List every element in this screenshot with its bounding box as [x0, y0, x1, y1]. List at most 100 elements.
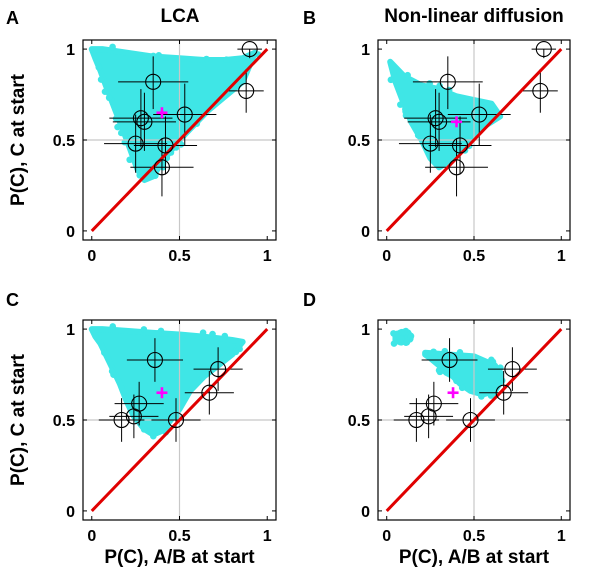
data-point: [176, 106, 193, 123]
data-point: [131, 395, 148, 412]
simulation-point: [109, 323, 117, 330]
data-point: [532, 82, 549, 99]
simulation-point: [458, 384, 466, 392]
data-point: [535, 41, 552, 58]
simulation-point: [97, 76, 105, 83]
y-tick-label: 0: [66, 504, 75, 521]
simulation-point: [403, 337, 411, 345]
panel-letter: C: [6, 290, 19, 310]
simulation-point: [159, 159, 167, 167]
simulation-point: [414, 131, 422, 139]
panel-c: 0 0.5 1 0 0.5 1 C P(C), C at start P(C), A/B at …: [6, 290, 277, 568]
data-point: [431, 113, 448, 130]
x-tick-label: 1: [557, 248, 566, 265]
x-tick-label: 1: [263, 528, 272, 545]
panel-title: Non-linear diffusion: [384, 6, 563, 27]
panel-a: 0 0.5 1 0 0.5 1 A LCA P(C), C at start: [6, 6, 277, 265]
simulation-cloud: [422, 349, 505, 398]
simulation-point: [140, 426, 148, 433]
data-point: [451, 137, 469, 154]
identity-line: [385, 48, 563, 232]
simulation-point: [109, 43, 116, 51]
simulation-point: [223, 56, 230, 64]
x-tick-label: 0: [382, 248, 391, 265]
simulation-point: [108, 367, 116, 375]
data-point: [495, 384, 512, 401]
simulation-point: [498, 377, 506, 384]
simulation-point: [407, 332, 415, 340]
simulation-point: [95, 63, 103, 71]
x-tick-label: 0: [87, 248, 96, 265]
simulation-point: [398, 339, 405, 346]
x-tick-label: 0: [87, 528, 96, 545]
simulation-point: [136, 171, 144, 179]
y-tick-label: 0: [361, 504, 370, 521]
y-tick-label: 0.5: [53, 413, 75, 430]
simulation-point: [390, 340, 398, 347]
data-point: [153, 159, 171, 176]
y-tick-label: 0.5: [53, 133, 75, 150]
data-point: [471, 106, 488, 123]
panel-title: LCA: [160, 6, 199, 27]
simulation-point: [114, 123, 121, 131]
simulation-point: [402, 112, 410, 119]
panel-b: 0 0.5 1 0 0.5 1 B Non-linear diffusion: [303, 6, 571, 265]
data-point: [201, 384, 218, 401]
y-tick-label: 1: [361, 322, 370, 339]
simulation-point: [489, 358, 497, 366]
data-point: [157, 137, 174, 154]
data-point: [127, 135, 144, 152]
data-point: [441, 351, 458, 369]
simulation-point: [390, 330, 397, 337]
plot-area: [83, 40, 276, 240]
y-tick-label: 0.5: [348, 413, 370, 430]
simulation-point: [387, 76, 395, 84]
simulation-point: [404, 71, 411, 79]
x-tick-label: 0.5: [168, 248, 190, 265]
data-point: [448, 159, 465, 176]
simulation-point: [232, 348, 240, 356]
panel-letter: A: [6, 8, 19, 28]
x-tick-label: 0.5: [463, 248, 485, 265]
data-point: [422, 135, 439, 152]
simulation-point: [453, 377, 460, 385]
data-point: [210, 361, 227, 378]
data-point: [132, 110, 149, 127]
data-point: [408, 411, 425, 429]
x-tick-label: 0: [382, 528, 391, 545]
y-tick-label: 1: [66, 322, 75, 339]
simulation-point: [126, 156, 133, 164]
simulation-point: [117, 129, 125, 137]
simulation-point: [199, 329, 207, 337]
plot-area: [83, 320, 276, 520]
data-point: [113, 411, 130, 429]
data-point: [167, 411, 185, 429]
simulation-point: [155, 52, 163, 59]
simulation-point: [456, 348, 464, 356]
x-tick-label: 0.5: [463, 528, 485, 545]
y-tick-label: 0.5: [348, 133, 370, 150]
y-axis-label: P(C), C at start: [8, 73, 29, 206]
simulation-point: [426, 80, 434, 87]
data-point: [241, 41, 258, 58]
x-tick-label: 0.5: [168, 528, 190, 545]
y-tick-label: 0: [66, 224, 75, 241]
panel-letter: B: [303, 8, 316, 28]
simulation-point: [497, 370, 505, 377]
identity-line: [385, 328, 563, 512]
identity-line: [90, 48, 269, 232]
simulation-point: [101, 88, 109, 96]
simulation-point: [397, 101, 404, 108]
x-axis-label: P(C), A/B at start: [399, 547, 550, 568]
simulation-point: [436, 82, 443, 90]
simulation-point: [150, 432, 157, 440]
simulation-point: [478, 393, 485, 400]
simulation-point: [101, 349, 108, 356]
y-tick-label: 0: [361, 224, 370, 241]
simulation-point: [203, 55, 210, 63]
panel-letter: D: [303, 290, 316, 310]
data-point: [146, 351, 163, 369]
data-point: [504, 361, 521, 378]
y-tick-label: 1: [66, 42, 75, 59]
data-point: [425, 395, 442, 412]
